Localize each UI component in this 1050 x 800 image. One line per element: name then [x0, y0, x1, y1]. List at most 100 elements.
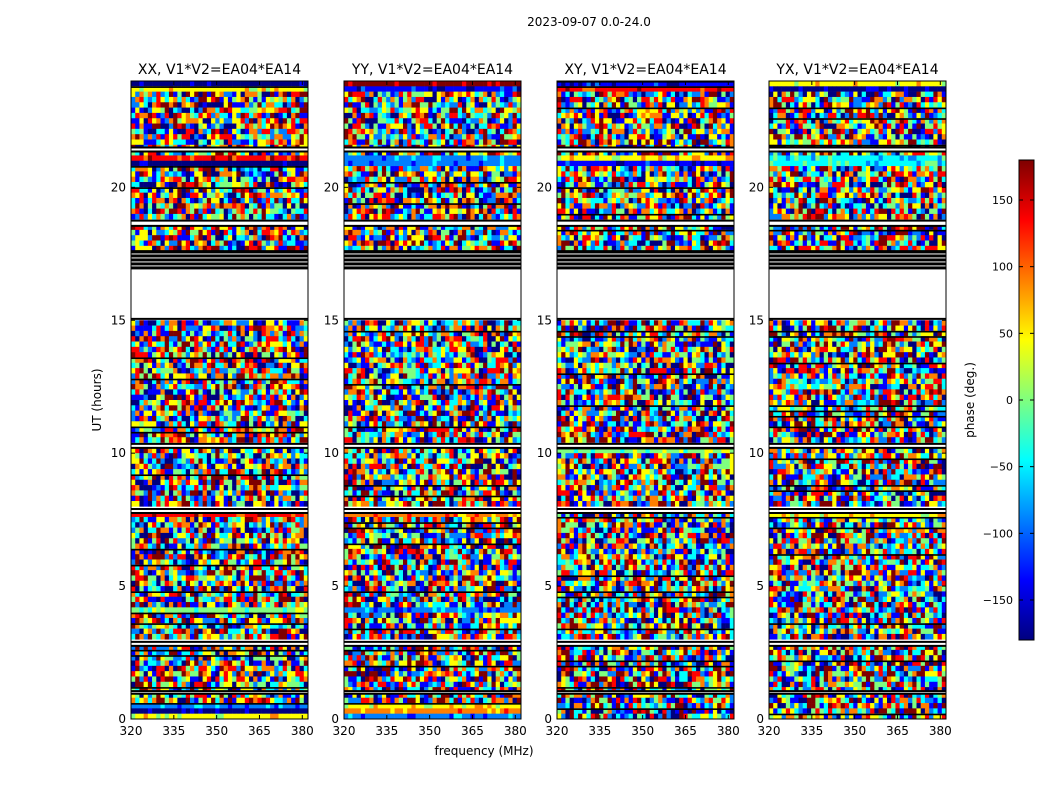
heatmap-cell	[147, 394, 153, 401]
heatmap-cell	[261, 346, 267, 353]
heatmap-cell	[403, 139, 408, 146]
heatmap-cell	[232, 703, 237, 709]
heatmap-cell	[139, 86, 144, 92]
heatmap-cell	[181, 224, 187, 231]
heatmap-cell	[156, 421, 161, 427]
heatmap-cell	[236, 421, 241, 427]
heatmap-cell	[143, 86, 149, 92]
heatmap-cell	[164, 431, 170, 438]
heatmap-cell	[265, 527, 271, 534]
heatmap-cell	[282, 564, 288, 571]
heatmap-cell	[282, 538, 288, 544]
heatmap-cell	[152, 628, 157, 635]
heatmap-cell	[491, 128, 497, 135]
heatmap-cell	[139, 511, 144, 518]
heatmap-cell	[419, 86, 425, 92]
heatmap-cell	[478, 139, 484, 146]
heatmap-cell	[202, 394, 208, 401]
heatmap-cell	[286, 591, 292, 598]
heatmap-cell	[453, 81, 459, 87]
heatmap-cell	[152, 229, 157, 236]
heatmap-cell	[152, 224, 157, 231]
heatmap-cell	[415, 107, 421, 114]
heatmap-cell	[282, 458, 288, 465]
heatmap-cell	[516, 139, 522, 146]
heatmap-cell	[227, 213, 233, 220]
heatmap-cell	[152, 479, 157, 486]
heatmap-cell	[177, 203, 182, 209]
heatmap-cell	[202, 671, 208, 677]
heatmap-cell	[249, 373, 254, 380]
heatmap-cell	[232, 591, 237, 598]
heatmap-cell	[131, 123, 136, 130]
heatmap-cell	[278, 623, 284, 629]
heatmap-cell	[377, 86, 383, 92]
heatmap-cell	[253, 687, 258, 693]
heatmap-cell	[282, 155, 288, 162]
heatmap-cell	[432, 150, 438, 156]
heatmap-cell	[299, 687, 305, 693]
heatmap-cell	[223, 591, 229, 598]
heatmap-cell	[278, 373, 284, 380]
heatmap-cell	[270, 532, 275, 539]
heatmap-cell	[291, 644, 296, 651]
heatmap-cell	[215, 187, 220, 193]
heatmap-cell	[394, 112, 400, 119]
heatmap-cell	[177, 325, 182, 332]
heatmap-cell	[223, 586, 229, 592]
heatmap-cell	[164, 107, 170, 114]
heatmap-cell	[265, 229, 271, 236]
heatmap-cell	[198, 410, 203, 417]
heatmap-cell	[173, 240, 178, 247]
heatmap-cell	[291, 203, 296, 209]
heatmap-cell	[249, 437, 254, 443]
heatmap-cell	[227, 176, 233, 183]
heatmap-cell	[190, 687, 195, 693]
heatmap-cell	[206, 176, 212, 183]
heatmap-cell	[202, 660, 208, 667]
heatmap-cell	[232, 463, 237, 470]
heatmap-cell	[198, 86, 203, 92]
heatmap-cell	[139, 389, 144, 395]
heatmap-cell	[181, 453, 187, 459]
heatmap-cell	[202, 415, 208, 422]
heatmap-cell	[303, 378, 309, 385]
heatmap-cell	[244, 554, 250, 560]
heatmap-cell	[227, 527, 233, 534]
heatmap-cell	[131, 107, 136, 114]
heatmap-cell	[160, 447, 166, 454]
heatmap-cell	[265, 681, 271, 688]
heatmap-cell	[168, 602, 174, 608]
heatmap-cell	[177, 150, 182, 156]
heatmap-cell	[291, 86, 296, 92]
heatmap-cell	[168, 139, 174, 146]
heatmap-cell	[227, 325, 233, 332]
heatmap-cell	[194, 240, 199, 247]
heatmap-cells	[131, 81, 309, 720]
flagged-band	[131, 641, 308, 646]
heatmap-cell	[168, 633, 174, 640]
heatmap-cell	[173, 586, 178, 592]
heatmap-cell	[240, 426, 246, 433]
heatmap-cell	[227, 431, 233, 438]
heatmap-cell	[303, 692, 309, 699]
heatmap-cell	[135, 586, 140, 592]
heatmap-cell	[240, 160, 246, 167]
heatmap-cell	[185, 431, 191, 438]
scan-boundary-line	[131, 687, 308, 689]
heatmap-cell	[181, 421, 187, 427]
heatmap-cell	[512, 86, 518, 92]
heatmap-cell	[215, 612, 220, 619]
heatmap-cell	[177, 644, 182, 651]
heatmap-cell	[303, 602, 309, 608]
heatmap-cell	[152, 447, 157, 454]
heatmap-cell	[278, 559, 284, 566]
heatmap-cell	[274, 453, 279, 459]
heatmap-cell	[282, 325, 288, 332]
heatmap-cell	[270, 607, 275, 613]
heatmap-cell	[244, 155, 250, 162]
heatmap-cell	[223, 596, 229, 603]
heatmap-cell	[270, 362, 275, 369]
heatmap-cell	[194, 431, 199, 438]
heatmap-cell	[265, 150, 271, 156]
